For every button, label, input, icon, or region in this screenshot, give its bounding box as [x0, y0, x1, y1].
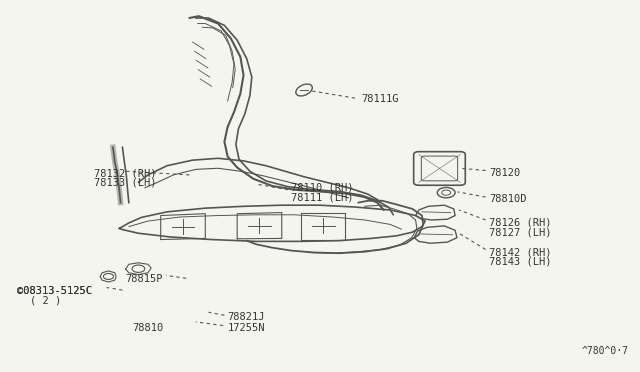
Text: ( 2 ): ( 2 ) [30, 295, 61, 305]
Text: 78110 (RH): 78110 (RH) [291, 183, 354, 193]
Text: 78133 (LH): 78133 (LH) [94, 177, 156, 187]
Text: 78126 (RH): 78126 (RH) [489, 218, 552, 228]
Text: 78142 (RH): 78142 (RH) [489, 247, 552, 257]
Text: 78127 (LH): 78127 (LH) [489, 227, 552, 237]
Text: 78132 (RH): 78132 (RH) [94, 168, 156, 178]
Text: 17255N: 17255N [228, 323, 265, 333]
Text: 78143 (LH): 78143 (LH) [489, 257, 552, 267]
Text: 78111 (LH): 78111 (LH) [291, 192, 354, 202]
Text: 78810D: 78810D [489, 194, 526, 204]
Text: ©08313-5125C: ©08313-5125C [17, 286, 92, 296]
Text: 78821J: 78821J [228, 312, 265, 322]
Text: ^780^0·7: ^780^0·7 [582, 346, 629, 356]
Text: 78810: 78810 [132, 323, 163, 333]
Text: ©08313-5125C: ©08313-5125C [17, 286, 92, 296]
Text: 78111G: 78111G [362, 94, 399, 104]
Text: 78815P: 78815P [125, 274, 163, 284]
Text: 78120: 78120 [489, 168, 520, 178]
